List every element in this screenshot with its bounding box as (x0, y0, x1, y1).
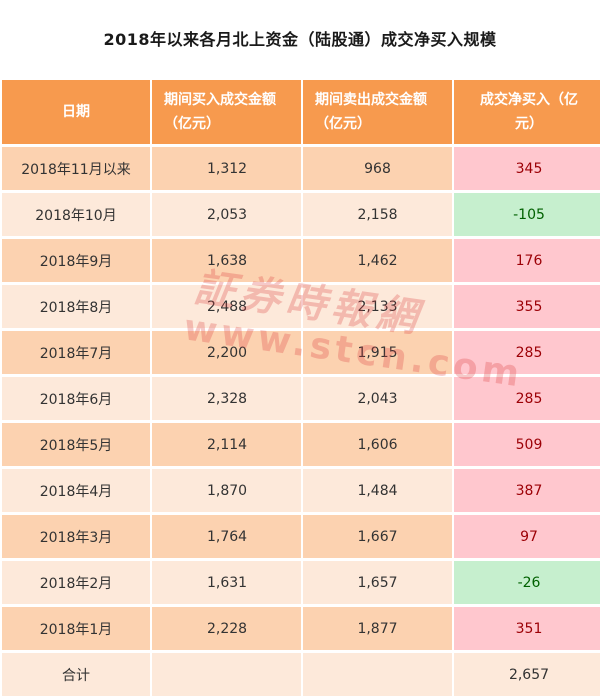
cell-date: 2018年6月 (2, 377, 150, 420)
cell-date: 2018年7月 (2, 331, 150, 374)
cell-buy-amount: 2,114 (152, 423, 301, 466)
header-sell-unit: （亿元） (315, 116, 371, 132)
cell-date: 2018年9月 (2, 239, 150, 282)
cell-net-buy: 351 (454, 607, 600, 650)
cell-sell-amount: 2,043 (303, 377, 452, 420)
cell-net-buy: 176 (454, 239, 600, 282)
cell-sell-amount: 968 (303, 147, 452, 190)
cell-date: 2018年5月 (2, 423, 150, 466)
header-date-label: 日期 (62, 104, 90, 120)
cell-buy-amount: 1,631 (152, 561, 301, 604)
cell-sell-amount: 1,915 (303, 331, 452, 374)
cell-sell-amount: 2,133 (303, 285, 452, 328)
cell-sell-amount: 1,877 (303, 607, 452, 650)
cell-total-buy (152, 653, 301, 696)
cell-net-buy: 387 (454, 469, 600, 512)
cell-total-label: 合计 (2, 653, 150, 696)
header-buy-label: 期间买入成交金额 (164, 92, 276, 108)
header-date: 日期 (2, 80, 150, 144)
header-sell-label: 期间卖出成交金额 (315, 92, 427, 108)
cell-sell-amount: 1,667 (303, 515, 452, 558)
cell-buy-amount: 2,228 (152, 607, 301, 650)
cell-date: 2018年4月 (2, 469, 150, 512)
cell-date: 2018年8月 (2, 285, 150, 328)
cell-date: 2018年10月 (2, 193, 150, 236)
header-buy-unit: （亿元） (164, 116, 220, 132)
cell-buy-amount: 2,488 (152, 285, 301, 328)
cell-date: 2018年11月以来 (2, 147, 150, 190)
cell-net-buy: 509 (454, 423, 600, 466)
net-buy-table: 日期 期间买入成交金额 （亿元） 期间卖出成交金额 （亿元） 成交净买入（亿 元… (0, 80, 600, 696)
header-buy: 期间买入成交金额 （亿元） (152, 80, 301, 144)
cell-sell-amount: 1,484 (303, 469, 452, 512)
cell-buy-amount: 2,053 (152, 193, 301, 236)
header-net: 成交净买入（亿 元） (454, 80, 600, 144)
cell-net-buy: 345 (454, 147, 600, 190)
cell-buy-amount: 1,870 (152, 469, 301, 512)
cell-total-net: 2,657 (454, 653, 600, 696)
cell-date: 2018年2月 (2, 561, 150, 604)
cell-buy-amount: 1,638 (152, 239, 301, 282)
cell-net-buy: 285 (454, 331, 600, 374)
cell-net-buy: 285 (454, 377, 600, 420)
cell-sell-amount: 2,158 (303, 193, 452, 236)
header-sell: 期间卖出成交金额 （亿元） (303, 80, 452, 144)
header-net-label: 成交净买入（亿 (480, 92, 578, 108)
cell-sell-amount: 1,606 (303, 423, 452, 466)
cell-buy-amount: 2,200 (152, 331, 301, 374)
cell-net-buy: 97 (454, 515, 600, 558)
cell-sell-amount: 1,462 (303, 239, 452, 282)
cell-net-buy: -105 (454, 193, 600, 236)
cell-date: 2018年3月 (2, 515, 150, 558)
cell-sell-amount: 1,657 (303, 561, 452, 604)
cell-date: 2018年1月 (2, 607, 150, 650)
cell-net-buy: 355 (454, 285, 600, 328)
cell-total-sell (303, 653, 452, 696)
header-net-unit: 元） (515, 116, 543, 132)
cell-buy-amount: 1,312 (152, 147, 301, 190)
cell-net-buy: -26 (454, 561, 600, 604)
cell-buy-amount: 2,328 (152, 377, 301, 420)
table-title: 2018年以来各月北上资金（陆股通）成交净买入规模 (103, 30, 497, 49)
cell-buy-amount: 1,764 (152, 515, 301, 558)
